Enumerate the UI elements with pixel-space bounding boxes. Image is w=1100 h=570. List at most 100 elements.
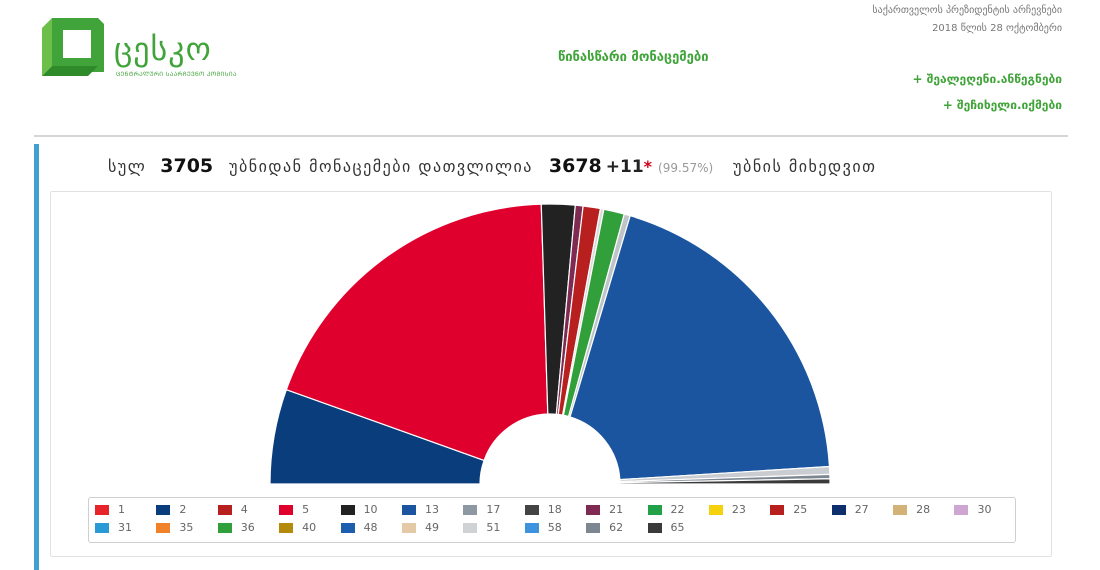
legend-label: 1: [118, 503, 125, 516]
legend-item-27[interactable]: 27: [831, 503, 893, 516]
legend-label: 40: [302, 521, 317, 534]
legend-swatch: [156, 504, 171, 515]
legend-item-5[interactable]: 5: [279, 503, 340, 516]
legend-swatch: [401, 504, 416, 515]
legend-item-2[interactable]: 2: [156, 503, 217, 516]
legend-swatch: [586, 522, 601, 533]
legend-label: 22: [670, 503, 685, 516]
legend-label: 65: [670, 521, 685, 534]
legend-label: 51: [486, 521, 501, 534]
legend-label: 2: [179, 503, 187, 516]
legend-swatch: [647, 504, 662, 515]
total-stations: 3705: [160, 155, 214, 177]
legend-swatch: [954, 504, 969, 515]
legend-item-35[interactable]: 35: [156, 521, 217, 534]
legend-swatch: [524, 522, 539, 533]
legend-swatch: [156, 522, 171, 533]
legend-swatch: [708, 504, 723, 515]
legend-label: 28: [916, 503, 931, 516]
legend-swatch: [647, 522, 662, 533]
legend-row: 1 2 4 5 10 13 17 18 21 22 23 25 27 28 30: [95, 503, 1016, 516]
legend-item-65[interactable]: 65: [647, 521, 709, 534]
extra-mark: *: [643, 157, 653, 176]
legend-label: 25: [793, 503, 808, 516]
legend-label: 48: [363, 521, 378, 534]
summary-prefix: სულ: [108, 157, 147, 176]
legend-swatch: [463, 504, 478, 515]
legend-swatch: [524, 504, 539, 515]
legend-item-17[interactable]: 17: [463, 503, 524, 516]
accent-bar: [34, 144, 39, 570]
legend-label: 31: [118, 521, 132, 534]
legend-label: 13: [424, 503, 439, 516]
chart-slice-13[interactable]: [569, 214, 831, 481]
legend-swatch: [95, 522, 109, 533]
legend-label: 36: [240, 521, 255, 534]
legend-label: 17: [486, 503, 501, 516]
legend-swatch: [586, 504, 601, 515]
legend-item-13[interactable]: 13: [401, 503, 463, 516]
legend-label: 35: [179, 521, 194, 534]
legend-swatch: [893, 504, 908, 515]
legend-item-36[interactable]: 36: [217, 521, 279, 534]
legend-item-21[interactable]: 21: [586, 503, 647, 516]
header-divider: [34, 135, 1068, 137]
legend-item-62[interactable]: 62: [586, 521, 647, 534]
legend-swatch: [463, 522, 478, 533]
legend-swatch: [95, 504, 109, 515]
brand-name: ცესკო: [114, 30, 212, 68]
legend-label: 62: [609, 521, 624, 534]
legend-item-58[interactable]: 58: [524, 521, 586, 534]
legend-item-31[interactable]: 31: [95, 521, 156, 534]
legend-label: 4: [240, 503, 248, 516]
legend-label: 21: [609, 503, 624, 516]
page-title: წინასწარი მონაცემები: [558, 50, 709, 65]
link-2[interactable]: + შეჩიხელი.იქმები: [942, 98, 1062, 112]
legend-item-48[interactable]: 48: [340, 521, 402, 534]
legend-label: 5: [302, 503, 310, 516]
cesko-logo-icon: [42, 18, 104, 76]
counted-stations: 3678: [548, 155, 602, 177]
legend-item-4[interactable]: 4: [217, 503, 279, 516]
legend-item-40[interactable]: 40: [279, 521, 340, 534]
legend-label: 58: [547, 521, 562, 534]
election-info: საქართველოს პრეზიდენტის არჩევნები 2018 წ…: [872, 2, 1062, 38]
legend-swatch: [217, 522, 232, 533]
count-summary: სულ 3705 უბნიდან მონაცემები დათვლილია 36…: [108, 155, 876, 177]
legend-item-1[interactable]: 1: [95, 503, 156, 516]
legend-item-49[interactable]: 49: [401, 521, 463, 534]
legend-swatch: [279, 522, 294, 533]
link-1[interactable]: + შეალეღენი.ანწეგნები: [912, 72, 1062, 86]
legend-label: 30: [977, 503, 992, 516]
chart-slice-65[interactable]: [619, 478, 831, 485]
legend-swatch: [340, 504, 355, 515]
legend-swatch: [770, 504, 785, 515]
election-title: საქართველოს პრეზიდენტის არჩევნები: [872, 5, 1062, 16]
legend-item-28[interactable]: 28: [893, 503, 954, 516]
legend-item-25[interactable]: 25: [770, 503, 831, 516]
legend-item-23[interactable]: 23: [708, 503, 770, 516]
summary-middle: უბნიდან მონაცემები დათვლილია: [229, 157, 533, 176]
legend-item-51[interactable]: 51: [463, 521, 524, 534]
extra-stations: +11: [605, 157, 644, 177]
brand-subtitle: ᲪᲔᲜᲢᲠᲐᲚᲣᲠᲘ ᲡᲐᲐᲠᲩᲔᲕᲜᲝ ᲙᲝᲛᲘᲡᲘᲐ: [116, 71, 237, 78]
summary-suffix: უბნის მიხედვით: [733, 157, 877, 176]
legend-item-10[interactable]: 10: [340, 503, 402, 516]
legend-label: 27: [854, 503, 869, 516]
counted-percent: (99.57%): [658, 161, 714, 175]
legend-item-18[interactable]: 18: [524, 503, 586, 516]
legend-label: 10: [363, 503, 378, 516]
legend-label: 18: [547, 503, 562, 516]
legend-swatch: [279, 504, 294, 515]
legend-item-30[interactable]: 30: [954, 503, 1015, 516]
chart-legend: 1 2 4 5 10 13 17 18 21 22 23 25 27 28 30 31 35 36 40 48 49 5…: [88, 497, 1016, 543]
legend-label: 49: [424, 521, 439, 534]
legend-swatch: [831, 504, 846, 515]
legend-label: 23: [731, 503, 746, 516]
legend-swatch: [401, 522, 416, 533]
chart-slice-5[interactable]: [285, 203, 549, 462]
legend-item-22[interactable]: 22: [647, 503, 709, 516]
legend-row: 31 35 36 40 48 49 51 58 62 65: [95, 521, 709, 534]
legend-swatch: [340, 522, 355, 533]
